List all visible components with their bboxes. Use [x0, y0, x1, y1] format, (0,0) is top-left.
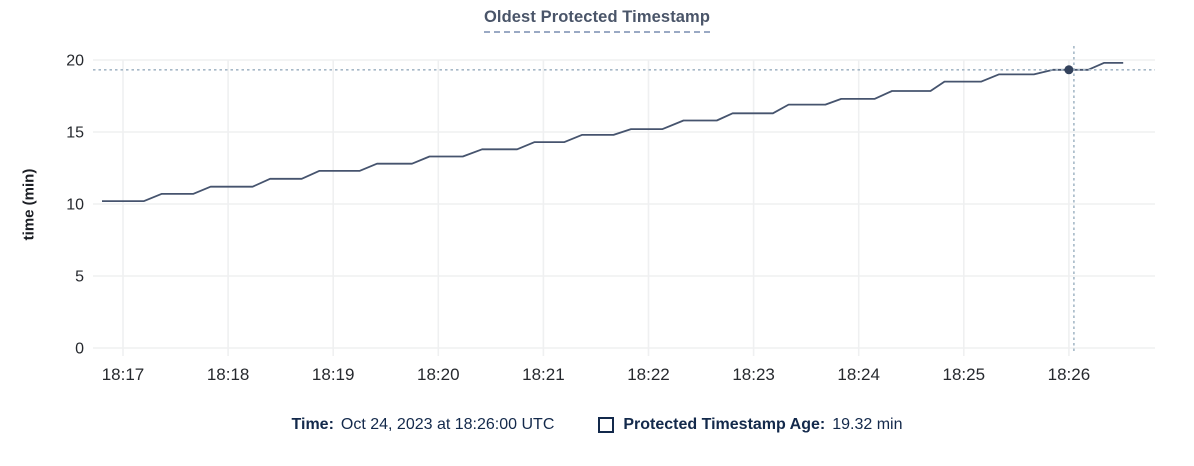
x-tick-label: 18:22 [627, 365, 670, 384]
x-tick-label: 18:19 [312, 365, 355, 384]
series-line-protected-timestamp-age [102, 61, 1124, 203]
y-tick-label: 0 [75, 341, 84, 358]
chart-title-row: Oldest Protected Timestamp [0, 8, 1194, 33]
legend-item-protected-timestamp-age[interactable]: Protected Timestamp Age: 19.32 min [598, 416, 902, 434]
legend-series-value: 19.32 min [832, 416, 903, 433]
hover-point-dot[interactable] [1064, 65, 1074, 75]
legend-series-label: Protected Timestamp Age: [623, 416, 826, 433]
y-tick-label: 5 [75, 269, 84, 286]
footer-time-value: Oct 24, 2023 at 18:26:00 UTC [340, 416, 555, 433]
line-chart[interactable]: 0 5 10 15 20 18:17 18:18 18:19 18:20 18:21 18:22 18… [0, 40, 1194, 392]
x-tick-label: 18:20 [417, 365, 460, 384]
x-tick-label: 18:17 [102, 365, 145, 384]
x-tick-label: 18:18 [207, 365, 250, 384]
x-tick-label: 18:24 [837, 365, 880, 384]
x-tick-label: 18:21 [522, 365, 565, 384]
x-tick-label: 18:26 [1048, 365, 1091, 384]
y-tick-label: 10 [66, 197, 84, 214]
x-tick-label: 18:25 [943, 365, 986, 384]
chart-title[interactable]: Oldest Protected Timestamp [483, 8, 711, 33]
chart-footer: Time: Oct 24, 2023 at 18:26:00 UTC Prote… [0, 416, 1194, 434]
y-tick-label: 15 [66, 125, 84, 142]
x-tick-label: 18:23 [732, 365, 775, 384]
y-tick-label: 20 [66, 53, 84, 70]
footer-time-label: Time: [291, 416, 334, 433]
legend-swatch-icon [598, 417, 615, 433]
